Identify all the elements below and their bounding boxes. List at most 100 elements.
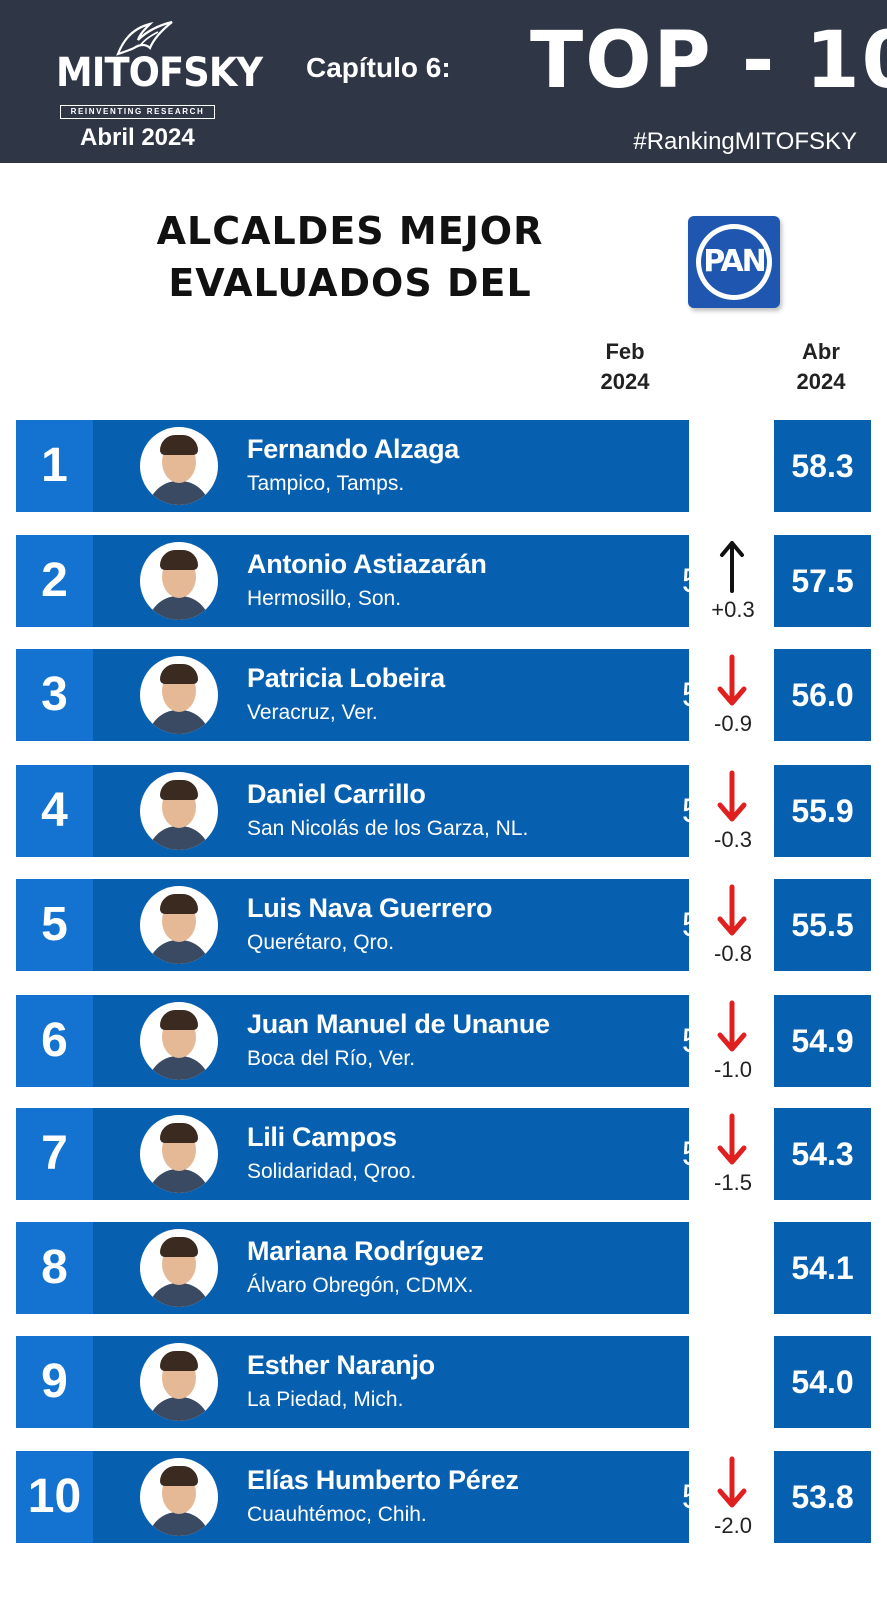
arrow-down-icon [717,770,747,822]
score-change: -0.8 [714,941,752,966]
avatar [140,1115,218,1193]
report-date: Abril 2024 [80,124,195,151]
abr-score: 57.5 [774,535,871,627]
mayor-card: Antonio Astiazarán Hermosillo, Son. 57.2 [93,535,748,627]
rank-number: 5 [16,879,93,971]
arrow-up-icon [720,541,744,593]
list-item: 3 Patricia Lobeira Veracruz, Ver. 56.9 -0.9 5… [16,649,871,741]
score-change: -1.5 [714,1170,752,1195]
avatar [140,1343,218,1421]
rank-number: 2 [16,535,93,627]
mayor-card: Esther Naranjo La Piedad, Mich. -- [93,1336,726,1428]
logo-tagline: REINVENTING RESEARCH [60,105,215,119]
abr-score: 54.9 [774,995,871,1087]
title-line-2: EVALUADOS DEL [168,261,532,305]
arrow-down-icon [717,1456,747,1508]
rank-number: 9 [16,1336,93,1428]
mayor-card: Lili Campos Solidaridad, Qroo. 55.8 [93,1108,748,1200]
eagle-icon [116,20,173,56]
avatar [140,656,218,734]
list-item: 10 Elías Humberto Pérez Cuauhtémoc, Chih. 5… [16,1451,871,1543]
mayor-card: Mariana Rodríguez Álvaro Obregón, CDMX. -- [93,1222,726,1314]
mayor-name: Juan Manuel de Unanue [247,1009,550,1039]
avatar [140,1229,218,1307]
arrow-down-icon [717,1000,747,1052]
feb-score: -- [703,1363,727,1401]
rank-number: 3 [16,649,93,741]
score-change: -1.0 [714,1057,752,1082]
avatar [140,542,218,620]
abr-score: 54.0 [774,1336,871,1428]
abr-score: 56.0 [774,649,871,741]
pan-logo-text: PAN [701,229,767,295]
mayor-name: Antonio Astiazarán [247,549,487,579]
hashtag: #RankingMITOFSKY [633,128,857,155]
rank-number: 10 [16,1451,93,1543]
mayor-name: Elías Humberto Pérez [247,1465,519,1495]
score-change: +0.3 [711,597,755,622]
mayor-card: Elías Humberto Pérez Cuauhtémoc, Chih. 55.… [93,1451,748,1543]
abr-score: 53.8 [774,1451,871,1543]
mayor-card: Daniel Carrillo San Nicolás de los Garza,… [93,765,748,857]
mayor-city: San Nicolás de los Garza, NL. [247,817,529,840]
score-change: -0.3 [714,827,752,852]
list-item: 8 Mariana Rodríguez Álvaro Obregón, CDMX. -… [16,1222,871,1314]
mayor-city: Solidaridad, Qroo. [247,1160,417,1183]
mayor-card: Juan Manuel de Unanue Boca del Río, Ver. 5… [93,995,748,1087]
avatar [140,772,218,850]
pan-party-logo: PAN [688,216,780,308]
mayor-name: Patricia Lobeira [247,663,445,693]
mayor-card: Fernando Alzaga Tampico, Tamps. -- [93,420,726,512]
mayor-city: Querétaro, Qro. [247,931,395,954]
page-title: ALCALDES MEJOR EVALUADOS DEL [150,205,550,309]
list-item: 4 Daniel Carrillo San Nicolás de los Garza… [16,765,871,857]
mayor-city: Hermosillo, Son. [247,587,402,610]
header-banner: MITOFSKY REINVENTING RESEARCH Abril 2024… [0,0,887,163]
rank-number: 4 [16,765,93,857]
column-header-feb: Feb 2024 [600,339,650,394]
top-ten-title: TOP - 10 [530,16,887,106]
mayor-city: Boca del Río, Ver. [247,1047,416,1070]
abr-score: 58.3 [774,420,871,512]
mayor-name: Esther Naranjo [247,1350,435,1380]
arrow-down-icon [717,884,747,936]
mayor-name: Daniel Carrillo [247,779,426,809]
abr-score: 55.5 [774,879,871,971]
arrow-down-icon [717,654,747,706]
mayor-name: Luis Nava Guerrero [247,893,493,923]
mayor-name: Fernando Alzaga [247,434,460,464]
feb-score: -- [703,447,727,485]
title-line-1: ALCALDES MEJOR [156,209,544,253]
avatar [140,1458,218,1536]
arrow-down-icon [717,1113,747,1165]
list-item: 2 Antonio Astiazarán Hermosillo, Son. 57.2 +… [16,535,871,627]
mayor-city: Veracruz, Ver. [247,701,378,724]
list-item: 5 Luis Nava Guerrero Querétaro, Qro. 56.3 -0… [16,879,871,971]
feb-score: -- [703,1249,727,1287]
feb-score: 57.2 [681,562,749,600]
mayor-city: La Piedad, Mich. [247,1388,404,1411]
logo-wordmark: MITOFSKY [56,50,263,96]
avatar [140,1002,218,1080]
list-item: 1 Fernando Alzaga Tampico, Tamps. -- 58.3 [16,420,871,512]
abr-score: 54.3 [774,1108,871,1200]
mitofsky-logo: MITOFSKY REINVENTING RESEARCH [52,18,263,119]
mayor-card: Patricia Lobeira Veracruz, Ver. 56.9 [93,649,748,741]
mayor-name: Lili Campos [247,1122,397,1152]
score-change: -0.9 [714,711,752,736]
mayor-city: Tampico, Tamps. [247,472,405,495]
rank-number: 8 [16,1222,93,1314]
chapter-label: Capítulo 6: [306,52,451,83]
abr-score: 55.9 [774,765,871,857]
mayor-city: Álvaro Obregón, CDMX. [247,1274,474,1297]
avatar [140,886,218,964]
list-item: 7 Lili Campos Solidaridad, Qroo. 55.8 -1.5 54… [16,1108,871,1200]
rank-number: 6 [16,995,93,1087]
mayor-name: Mariana Rodríguez [247,1236,484,1266]
list-item: 6 Juan Manuel de Unanue Boca del Río, Ver.… [16,995,871,1087]
column-header-abr: Abr 2024 [796,339,846,394]
rank-number: 1 [16,420,93,512]
list-item: 9 Esther Naranjo La Piedad, Mich. -- 54.0 [16,1336,871,1428]
abr-score: 54.1 [774,1222,871,1314]
score-change: -2.0 [714,1513,752,1538]
